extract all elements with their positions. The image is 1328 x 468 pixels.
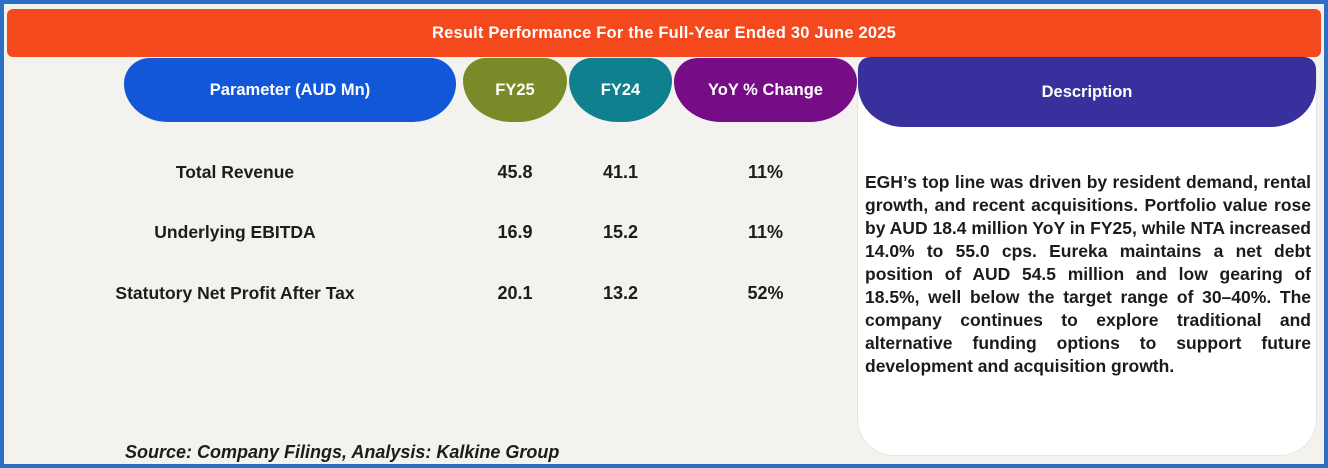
column-header-description-label: Description	[1041, 82, 1133, 101]
fy24-value: 41.1	[602, 161, 639, 182]
fy25-value: 45.8	[497, 161, 533, 182]
page-title: Result Performance For the Full-Year End…	[432, 23, 896, 42]
table-row: Total Revenue 45.8 41.1 11%	[4, 157, 864, 187]
title-banner: Result Performance For the Full-Year End…	[7, 9, 1321, 57]
fy24-value: 13.2	[602, 282, 639, 303]
table-row: Statutory Net Profit After Tax 20.1 13.2…	[4, 278, 864, 308]
column-header-fy25: FY25	[463, 58, 567, 122]
column-header-description: Description	[858, 57, 1316, 127]
fy24-value: 15.2	[602, 221, 639, 242]
column-header-parameter: Parameter (AUD Mn)	[124, 58, 456, 122]
yoy-value: 52%	[747, 282, 784, 303]
parameter-label: Total Revenue	[175, 161, 295, 182]
yoy-value: 11%	[747, 161, 784, 182]
column-header-yoy-change-label: YoY % Change	[708, 80, 823, 99]
parameter-label: Underlying EBITDA	[154, 221, 316, 242]
column-header-fy25-label: FY25	[495, 80, 535, 99]
column-header-parameter-label: Parameter (AUD Mn)	[209, 80, 371, 99]
source-note: Source: Company Filings, Analysis: Kalki…	[125, 442, 560, 462]
description-card: Description EGH’s top line was driven by…	[858, 57, 1316, 455]
column-header-fy24-label: FY24	[600, 80, 641, 99]
fy25-value: 16.9	[497, 221, 533, 242]
table-row: Underlying EBITDA 16.9 15.2 11%	[4, 217, 864, 247]
parameter-label: Statutory Net Profit After Tax	[115, 282, 355, 303]
yoy-value: 11%	[747, 221, 784, 242]
description-text: EGH’s top line was driven by resident de…	[865, 172, 1311, 376]
fy25-value: 20.1	[497, 282, 533, 303]
column-header-fy24: FY24	[569, 58, 672, 122]
column-header-yoy-change: YoY % Change	[674, 58, 857, 122]
